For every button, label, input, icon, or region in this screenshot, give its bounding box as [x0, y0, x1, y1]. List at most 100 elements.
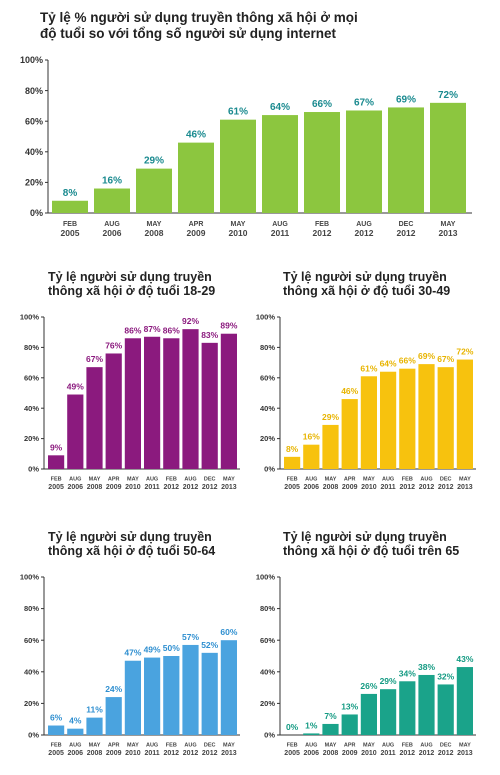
x-tick-label-year: 2010 [125, 484, 141, 491]
x-tick-label-year: 2012 [419, 750, 435, 757]
x-tick-label-year: 2008 [323, 484, 339, 491]
bar [163, 338, 180, 469]
x-tick-label-month: APR [189, 221, 204, 228]
x-tick-label-year: 2012 [183, 750, 199, 757]
data-label: 7% [324, 711, 337, 721]
data-label: 61% [360, 363, 377, 373]
bar [262, 115, 298, 213]
x-tick-label-year: 2006 [304, 750, 320, 757]
x-tick-label-year: 2006 [68, 484, 84, 491]
chart-plot: 0%20%40%60%80%100%8%FEB200516%AUG200629%… [256, 313, 476, 491]
y-tick-label: 80% [24, 604, 39, 613]
x-tick-label-year: 2009 [106, 750, 122, 757]
x-tick-label-month: MAY [147, 221, 162, 228]
bar [388, 107, 424, 213]
x-tick-label-year: 2013 [439, 228, 458, 238]
y-tick-label: 60% [260, 373, 275, 382]
data-label: 89% [220, 321, 237, 331]
x-tick-label-year: 2012 [438, 750, 454, 757]
y-tick-label: 40% [260, 667, 275, 676]
x-tick-label-month: AUG [146, 743, 158, 749]
x-tick-label-month: AUG [104, 221, 120, 228]
data-label: 87% [144, 324, 161, 334]
x-tick-label-year: 2006 [103, 228, 122, 238]
y-tick-label: 100% [256, 573, 276, 582]
bar [86, 367, 103, 469]
chart-plot: 0%20%40%60%80%100%8%FEB200516%AUG200629%… [20, 55, 472, 238]
x-tick-label-year: 2010 [361, 750, 377, 757]
data-label: 0% [286, 722, 299, 732]
x-tick-label-year: 2009 [106, 484, 122, 491]
bar [304, 112, 340, 213]
data-label: 4% [69, 716, 82, 726]
x-tick-label-month: DEC [440, 743, 452, 749]
bar [220, 333, 237, 469]
x-tick-label-month: FEB [51, 477, 62, 483]
bar [67, 728, 84, 735]
x-tick-label-month: MAY [459, 743, 471, 749]
x-tick-label-year: 2006 [68, 750, 84, 757]
bar [341, 714, 358, 735]
data-label: 92% [182, 316, 199, 326]
bar [284, 456, 301, 469]
x-tick-label-year: 2012 [419, 484, 435, 491]
data-label: 52% [201, 640, 218, 650]
x-tick-label-year: 2013 [221, 484, 237, 491]
data-label: 64% [270, 102, 290, 113]
x-tick-label-year: 2012 [164, 750, 180, 757]
x-tick-label-year: 2012 [355, 228, 374, 238]
y-tick-label: 80% [25, 86, 43, 96]
y-tick-label: 100% [20, 55, 43, 65]
data-label: 50% [163, 643, 180, 653]
x-tick-label-year: 2006 [304, 484, 320, 491]
x-tick-label-month: FEB [63, 221, 77, 228]
data-label: 29% [322, 412, 339, 422]
x-tick-label-month: MAY [127, 477, 139, 483]
x-tick-label-year: 2009 [187, 228, 206, 238]
bar [220, 640, 237, 735]
x-tick-label-year: 2012 [183, 484, 199, 491]
data-label: 29% [144, 156, 164, 167]
bar [418, 674, 435, 735]
x-tick-label-month: AUG [420, 477, 432, 483]
y-tick-label: 60% [24, 373, 39, 382]
x-tick-label-year: 2012 [400, 484, 416, 491]
bar [124, 660, 141, 735]
x-tick-label-year: 2008 [145, 228, 164, 238]
data-label: 13% [341, 701, 358, 711]
y-tick-label: 60% [24, 636, 39, 645]
y-tick-label: 20% [24, 699, 39, 708]
bar [437, 684, 454, 735]
y-tick-label: 60% [25, 116, 43, 126]
x-tick-label-month: APR [344, 477, 356, 483]
x-tick-label-month: AUG [305, 743, 317, 749]
bar [94, 188, 130, 213]
x-tick-label-year: 2010 [229, 228, 248, 238]
data-label: 38% [418, 662, 435, 672]
x-tick-label-month: AUG [356, 221, 372, 228]
data-label: 46% [341, 386, 358, 396]
chart-title: Tỷ lệ người sử dụng truyền thông xã hội … [283, 530, 460, 559]
data-label: 66% [312, 99, 332, 110]
chart-plot: 0%20%40%60%80%100%6%FEB20054%AUG200611%M… [20, 573, 240, 757]
data-label: 66% [399, 356, 416, 366]
bar [303, 444, 320, 469]
x-tick-label-year: 2005 [48, 750, 64, 757]
y-tick-label: 0% [264, 465, 275, 474]
x-tick-label-month: MAY [363, 743, 375, 749]
bar [341, 399, 358, 469]
x-tick-label-year: 2011 [145, 750, 160, 757]
x-tick-label-month: DEC [399, 221, 414, 228]
bar [322, 424, 339, 469]
bar [220, 119, 256, 213]
x-tick-label-month: MAY [325, 743, 337, 749]
x-tick-label-year: 2009 [342, 484, 358, 491]
data-label: 86% [124, 325, 141, 335]
x-tick-label-month: FEB [166, 743, 177, 749]
x-tick-label-month: MAY [127, 743, 139, 749]
data-label: 49% [144, 645, 161, 655]
data-label: 32% [437, 671, 454, 681]
bar [430, 102, 466, 213]
bar [399, 368, 416, 469]
